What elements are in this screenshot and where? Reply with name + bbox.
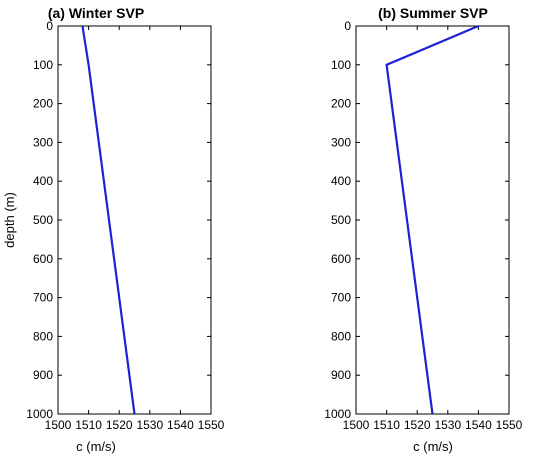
chart-a-ytick-label: 200: [33, 97, 53, 111]
chart-a-axes-box: [57, 25, 212, 415]
chart-b-xtick-label: 1540: [465, 418, 492, 432]
chart-a-xtick-label: 1510: [75, 418, 102, 432]
chart-a-ytick-label: 500: [33, 213, 53, 227]
chart-b-axes-box: [355, 25, 510, 415]
chart-b-ytick-label: 300: [331, 135, 351, 149]
chart-b-title: (b) Summer SVP: [378, 5, 488, 21]
panel-a: (a) Winter SVP 1500 1510 1520 1530 1540 15500…: [2, 5, 225, 454]
chart-b-ytick-label: 400: [331, 174, 351, 188]
chart-a-series-line: [81, 25, 136, 415]
chart-a-xtick-label: 1530: [136, 418, 163, 432]
chart-b-ytick-label: 200: [331, 97, 351, 111]
chart-a-ytick-label: 900: [33, 368, 53, 382]
chart-b-xtick-label: 1550: [496, 418, 523, 432]
chart-b-plot: 1500 1510 1520 1530 1540 15500100200300400500…: [324, 19, 522, 432]
chart-b-ytick-label: 700: [331, 291, 351, 305]
chart-a-xlabel: c (m/s): [76, 439, 116, 454]
chart-a-plot: 1500 1510 1520 1530 1540 15500100200300400500…: [26, 19, 224, 432]
chart-b-ytick-label: 500: [331, 213, 351, 227]
chart-b-xtick-label: 1500: [343, 418, 370, 432]
chart-b-xlabel: c (m/s): [413, 439, 453, 454]
chart-a-ylabel: depth (m): [2, 192, 17, 248]
chart-a-ytick-label: 100: [33, 58, 53, 72]
chart-b-ytick-label: 100: [331, 58, 351, 72]
chart-a-xtick-label: 1500: [45, 418, 72, 432]
chart-b-series-line: [385, 24, 479, 415]
chart-b-ytick-label: 900: [331, 368, 351, 382]
chart-a-ytick-label: 800: [33, 329, 53, 343]
chart-a-title: (a) Winter SVP: [48, 5, 144, 21]
chart-b-xtick-label: 1520: [404, 418, 431, 432]
chart-b-ytick-label: 800: [331, 329, 351, 343]
chart-b-xtick-label: 1530: [434, 418, 461, 432]
chart-b-ytick-label: 1000: [324, 407, 351, 421]
chart-a-ytick-label: 700: [33, 291, 53, 305]
chart-a-ytick-label: 1000: [26, 407, 53, 421]
chart-a-ytick-label: 400: [33, 174, 53, 188]
panel-b: (b) Summer SVP 1500 1510 1520 1530 1540 15500…: [324, 5, 522, 454]
chart-a-xtick-label: 1520: [106, 418, 133, 432]
chart-a-ytick-label: 0: [46, 19, 53, 33]
chart-a-ytick-label: 300: [33, 135, 53, 149]
chart-b-ytick-label: 0: [344, 19, 351, 33]
chart-b-ytick-label: 600: [331, 252, 351, 266]
chart-a-ytick-label: 600: [33, 252, 53, 266]
chart-b-xtick-label: 1510: [373, 418, 400, 432]
chart-a-xtick-label: 1550: [198, 418, 225, 432]
chart-a-xtick-label: 1540: [167, 418, 194, 432]
